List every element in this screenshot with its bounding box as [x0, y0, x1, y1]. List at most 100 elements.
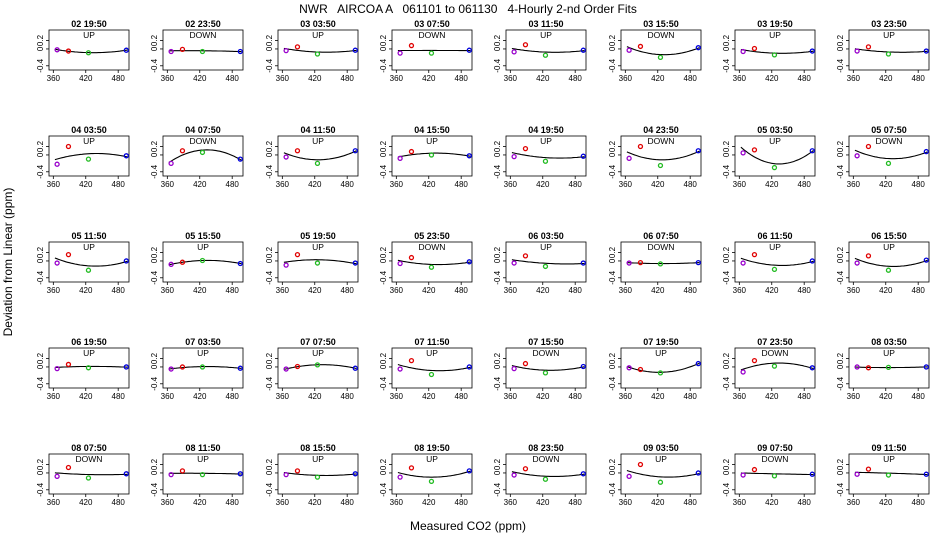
data-point: [180, 149, 184, 153]
x-tick-label: 480: [341, 498, 355, 507]
data-point: [467, 469, 471, 473]
panel-title: 06 11:50: [757, 231, 792, 241]
y-tick-label: 0.2: [36, 140, 45, 152]
x-tick-label: 480: [341, 286, 355, 295]
data-point: [200, 49, 204, 53]
x-tick-label: 420: [193, 180, 207, 189]
y-tick-label: 0.2: [265, 458, 274, 470]
panel-direction: UP: [312, 136, 324, 146]
fit-curve: [627, 363, 700, 372]
data-point: [752, 253, 756, 257]
fit-curve: [855, 258, 928, 266]
panel-direction: UP: [883, 348, 895, 358]
fit-curve: [284, 48, 357, 52]
fit-curve: [741, 258, 814, 265]
data-point: [315, 475, 319, 479]
x-tick-label: 360: [619, 392, 633, 401]
y-tick-label: 0.2: [608, 458, 617, 470]
y-tick-label: 0.2: [722, 352, 731, 364]
fit-curve: [284, 473, 357, 476]
x-tick-label: 480: [569, 74, 583, 83]
data-point: [180, 365, 184, 369]
x-tick-label: 360: [161, 74, 175, 83]
data-point: [295, 253, 299, 257]
y-tick-label: 0.2: [608, 140, 617, 152]
x-tick-label: 360: [619, 180, 633, 189]
panel-direction: DOWN: [762, 348, 789, 358]
data-point: [543, 371, 547, 375]
panel-title: 05 03:50: [757, 125, 793, 135]
y-tick-label: -0.4: [608, 270, 617, 284]
x-tick-label: 480: [341, 392, 355, 401]
x-tick-label: 420: [79, 498, 93, 507]
data-point: [523, 147, 527, 151]
fit-curve: [169, 367, 242, 369]
data-point: [866, 467, 870, 471]
panel-title: 04 11:50: [300, 125, 335, 135]
x-tick-label: 420: [765, 498, 779, 507]
x-tick-label: 360: [847, 180, 861, 189]
data-point: [741, 151, 745, 155]
data-point: [658, 480, 662, 484]
data-point: [741, 473, 745, 477]
data-point: [66, 362, 70, 366]
fit-curve: [512, 153, 585, 159]
x-tick-label: 420: [765, 392, 779, 401]
x-tick-label: 360: [619, 498, 633, 507]
panel-direction: DOWN: [648, 242, 675, 252]
data-point: [924, 258, 928, 262]
fit-curve: [855, 150, 928, 159]
fit-curve: [741, 147, 814, 164]
x-tick-label: 360: [390, 74, 404, 83]
x-tick-label: 360: [390, 180, 404, 189]
x-tick-label: 360: [276, 180, 290, 189]
y-tick-label: -0.4: [379, 376, 388, 390]
x-tick-label: 360: [504, 180, 518, 189]
panel-title: 07 23:50: [757, 337, 793, 347]
data-point: [543, 53, 547, 57]
x-tick-label: 360: [733, 74, 747, 83]
data-point: [512, 367, 516, 371]
y-tick-label: 0.2: [150, 34, 159, 46]
panel-title: 07 19:50: [643, 337, 679, 347]
x-tick-label: 420: [193, 74, 207, 83]
data-point: [638, 145, 642, 149]
panel-title: 08 03:50: [871, 337, 907, 347]
x-tick-label: 420: [193, 392, 207, 401]
fit-curve: [512, 49, 585, 53]
y-tick-label: 0.2: [379, 34, 388, 46]
x-tick-label: 480: [455, 74, 469, 83]
y-tick-label: -0.4: [493, 376, 502, 390]
data-point: [696, 471, 700, 475]
panel-direction: DOWN: [76, 454, 103, 464]
panel-direction: DOWN: [190, 136, 217, 146]
y-tick-label: -0.4: [608, 482, 617, 496]
x-tick-label: 480: [798, 74, 812, 83]
y-tick-label: -0.4: [265, 164, 274, 178]
panel-title: 08 11:50: [185, 443, 220, 453]
x-tick-label: 360: [733, 392, 747, 401]
x-tick-label: 420: [651, 498, 665, 507]
data-point: [543, 159, 547, 163]
data-point: [429, 479, 433, 483]
panel-direction: DOWN: [419, 242, 446, 252]
x-tick-label: 360: [504, 498, 518, 507]
y-tick-label: -0.4: [722, 58, 731, 72]
x-tick-label: 420: [422, 286, 436, 295]
data-point: [627, 48, 631, 52]
data-point: [523, 43, 527, 47]
x-tick-label: 360: [390, 392, 404, 401]
data-point: [752, 359, 756, 363]
x-tick-label: 420: [308, 498, 322, 507]
fit-curve: [169, 150, 242, 163]
y-tick-label: -0.4: [36, 164, 45, 178]
